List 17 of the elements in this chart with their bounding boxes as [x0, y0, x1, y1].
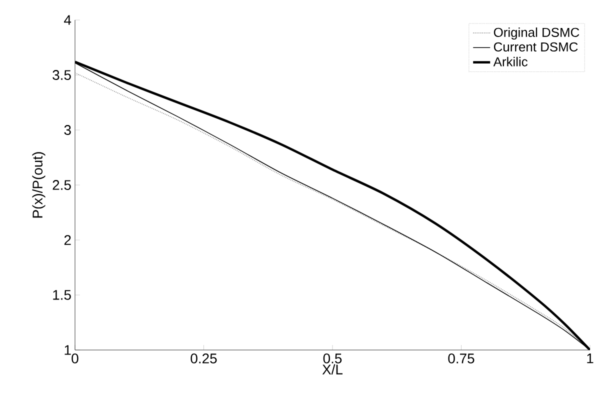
y-tick-label: 1	[64, 345, 71, 355]
y-tick-label: 2.5	[52, 180, 71, 190]
y-axis-title: P(x)/P(out)	[32, 152, 46, 218]
y-tick-label: 3.5	[52, 70, 71, 80]
legend-label: Current DSMC	[494, 42, 578, 52]
x-axis-title: X/L	[322, 364, 343, 374]
y-tick-label: 2	[64, 235, 71, 245]
y-tick-label: 3	[64, 125, 71, 135]
x-tick-label: 0.25	[190, 354, 217, 364]
x-tick-label: 0.75	[448, 354, 474, 364]
legend-label: Arkilic	[493, 56, 528, 66]
x-tick-label: 0.5	[323, 354, 342, 364]
x-tick-label: 0	[72, 354, 78, 364]
legend-label: Original DSMC	[494, 27, 580, 40]
y-tick-label: 1.5	[53, 290, 71, 300]
y-tick-label: 4	[64, 15, 72, 25]
x-tick-label: 1	[587, 354, 594, 364]
